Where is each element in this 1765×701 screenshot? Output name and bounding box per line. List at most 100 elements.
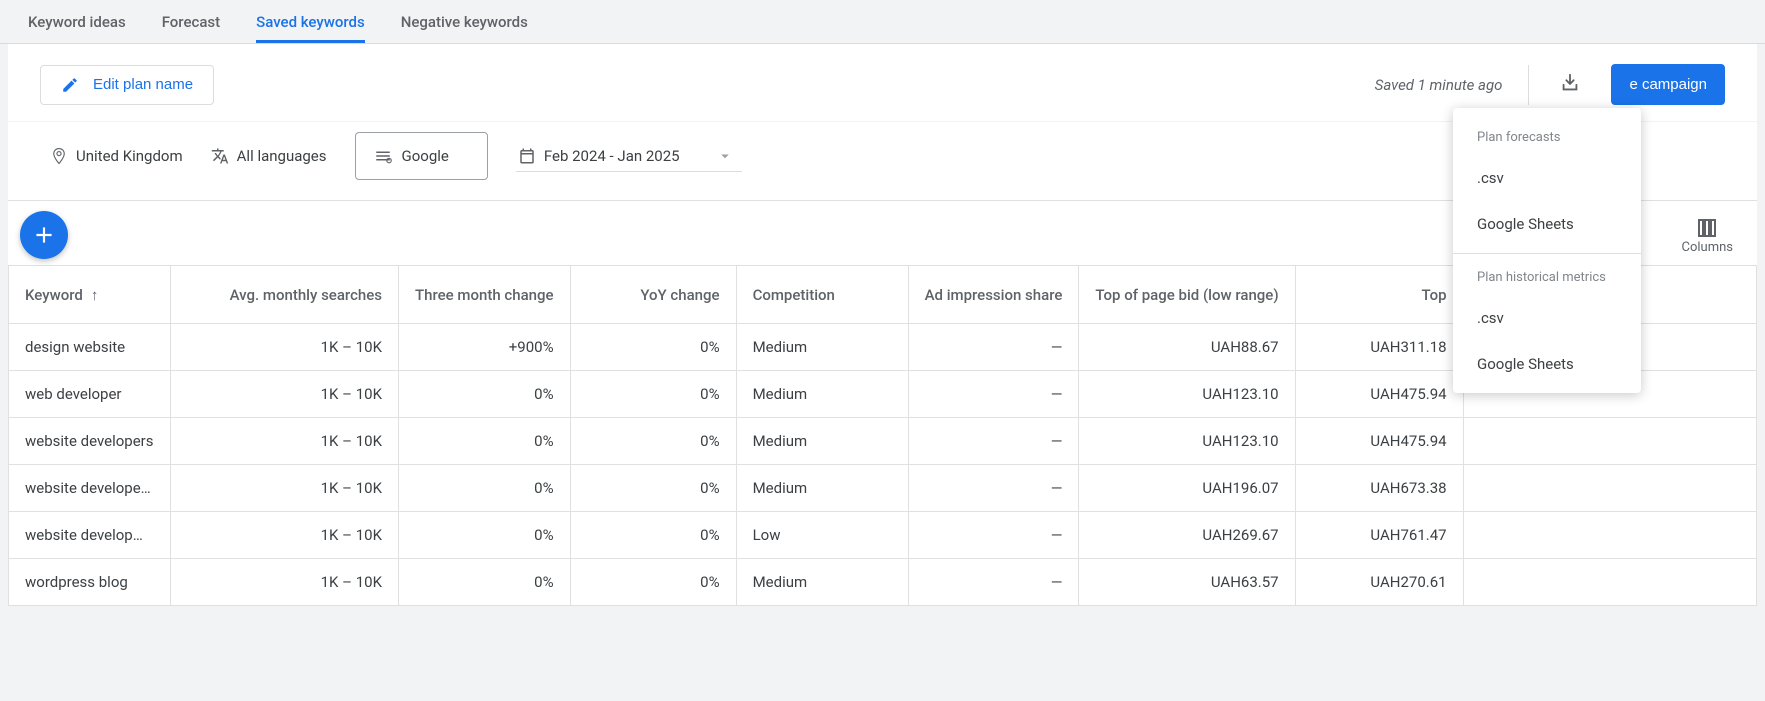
cell-low: UAH123.10 — [1079, 418, 1295, 465]
cell-3m: +900% — [399, 324, 571, 371]
cell-comp: Medium — [736, 559, 908, 606]
edit-plan-button[interactable]: Edit plan name — [40, 65, 214, 105]
cell-imp: — — [908, 324, 1079, 371]
tab-forecast[interactable]: Forecast — [162, 13, 220, 43]
dropdown-csv-forecasts[interactable]: .csv — [1453, 155, 1641, 201]
cell-yoy: 0% — [570, 512, 736, 559]
cell-high: UAH311.18 — [1295, 324, 1463, 371]
language-label: All languages — [237, 147, 327, 165]
cell-yoy: 0% — [570, 371, 736, 418]
col-yoy[interactable]: YoY change — [570, 266, 736, 324]
cell-high: UAH475.94 — [1295, 371, 1463, 418]
col-three-month[interactable]: Three month change — [399, 266, 571, 324]
cell-keyword: web developer — [9, 371, 171, 418]
cell-status — [1463, 559, 1756, 606]
download-button[interactable] — [1553, 66, 1587, 104]
sort-arrow-icon: ↑ — [91, 286, 99, 304]
date-filter[interactable]: Feb 2024 - Jan 2025 — [516, 141, 742, 172]
edit-plan-label: Edit plan name — [93, 76, 193, 93]
table-row[interactable]: website developers1K – 10K0%0%Medium—UAH… — [9, 418, 1757, 465]
cell-low: UAH63.57 — [1079, 559, 1295, 606]
network-icon — [374, 147, 392, 165]
cell-high: UAH761.47 — [1295, 512, 1463, 559]
cell-yoy: 0% — [570, 465, 736, 512]
cell-keyword: design website — [9, 324, 171, 371]
cell-high: UAH475.94 — [1295, 418, 1463, 465]
cell-low: UAH123.10 — [1079, 371, 1295, 418]
cell-imp: — — [908, 559, 1079, 606]
col-impression[interactable]: Ad impression share — [908, 266, 1079, 324]
cell-avg: 1K – 10K — [171, 371, 399, 418]
cell-imp: — — [908, 465, 1079, 512]
col-competition[interactable]: Competition — [736, 266, 908, 324]
columns-icon — [1695, 216, 1719, 240]
cell-status — [1463, 418, 1756, 465]
dropdown-header-historical: Plan historical metrics — [1453, 264, 1641, 295]
table-row[interactable]: wordpress blog1K – 10K0%0%Medium—UAH63.5… — [9, 559, 1757, 606]
col-bid-low[interactable]: Top of page bid (low range) — [1079, 266, 1295, 324]
col-bid-high[interactable]: Top — [1295, 266, 1463, 324]
cell-comp: Medium — [736, 418, 908, 465]
col-keyword[interactable]: Keyword↑ — [9, 266, 171, 324]
plus-icon — [31, 222, 57, 248]
main-panel: Edit plan name Saved 1 minute ago e camp… — [8, 44, 1757, 606]
cell-avg: 1K – 10K — [171, 559, 399, 606]
cell-status — [1463, 465, 1756, 512]
columns-button[interactable]: Columns — [1682, 216, 1734, 255]
cell-3m: 0% — [399, 371, 571, 418]
cell-3m: 0% — [399, 418, 571, 465]
cell-comp: Low — [736, 512, 908, 559]
cell-yoy: 0% — [570, 324, 736, 371]
cell-status — [1463, 512, 1756, 559]
cell-high: UAH673.38 — [1295, 465, 1463, 512]
saved-status: Saved 1 minute ago — [1375, 65, 1530, 105]
location-label: United Kingdom — [76, 147, 183, 165]
cell-low: UAH196.07 — [1079, 465, 1295, 512]
cell-low: UAH269.67 — [1079, 512, 1295, 559]
topbar: Edit plan name Saved 1 minute ago e camp… — [8, 44, 1757, 121]
cell-avg: 1K – 10K — [171, 512, 399, 559]
cell-avg: 1K – 10K — [171, 465, 399, 512]
tab-negative-keywords[interactable]: Negative keywords — [401, 13, 528, 43]
calendar-icon — [518, 147, 536, 165]
cell-keyword: website developmen… — [9, 512, 171, 559]
cell-keyword: wordpress blog — [9, 559, 171, 606]
cell-avg: 1K – 10K — [171, 324, 399, 371]
cell-keyword: website developers n… — [9, 465, 171, 512]
date-label: Feb 2024 - Jan 2025 — [544, 147, 680, 165]
dropdown-header-forecasts: Plan forecasts — [1453, 124, 1641, 155]
dropdown-sheets-forecasts[interactable]: Google Sheets — [1453, 201, 1641, 247]
language-filter[interactable]: All languages — [211, 147, 327, 165]
create-campaign-button[interactable]: e campaign — [1611, 64, 1725, 105]
columns-label: Columns — [1682, 240, 1734, 255]
language-icon — [211, 147, 229, 165]
cell-3m: 0% — [399, 512, 571, 559]
cell-3m: 0% — [399, 559, 571, 606]
add-keyword-button[interactable] — [20, 211, 68, 259]
col-avg-searches[interactable]: Avg. monthly searches — [171, 266, 399, 324]
download-icon — [1559, 72, 1581, 94]
tab-keyword-ideas[interactable]: Keyword ideas — [28, 13, 126, 43]
network-label: Google — [402, 147, 449, 165]
cell-3m: 0% — [399, 465, 571, 512]
network-filter[interactable]: Google — [355, 132, 488, 180]
table-row[interactable]: website developmen…1K – 10K0%0%Low—UAH26… — [9, 512, 1757, 559]
table-row[interactable]: website developers n…1K – 10K0%0%Medium—… — [9, 465, 1757, 512]
location-filter[interactable]: United Kingdom — [50, 147, 183, 165]
tab-saved-keywords[interactable]: Saved keywords — [256, 13, 365, 43]
cell-comp: Medium — [736, 465, 908, 512]
cell-comp: Medium — [736, 324, 908, 371]
dropdown-sheets-historical[interactable]: Google Sheets — [1453, 341, 1641, 387]
pencil-icon — [61, 76, 79, 94]
cell-yoy: 0% — [570, 559, 736, 606]
cell-high: UAH270.61 — [1295, 559, 1463, 606]
dropdown-csv-historical[interactable]: .csv — [1453, 295, 1641, 341]
location-icon — [50, 147, 68, 165]
dropdown-separator — [1453, 253, 1641, 254]
cell-imp: — — [908, 371, 1079, 418]
tab-bar: Keyword ideas Forecast Saved keywords Negat… — [0, 0, 1765, 44]
cell-yoy: 0% — [570, 418, 736, 465]
download-dropdown: Plan forecasts .csv Google Sheets Plan h… — [1453, 108, 1641, 393]
cell-comp: Medium — [736, 371, 908, 418]
cell-avg: 1K – 10K — [171, 418, 399, 465]
